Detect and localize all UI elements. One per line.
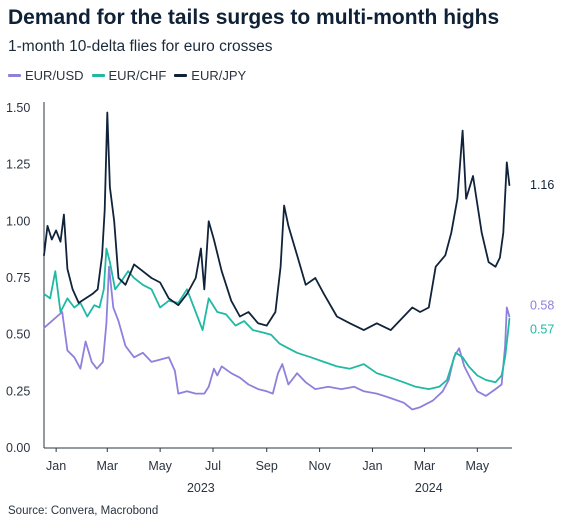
legend-item-eurusd: EUR/USD (8, 68, 84, 83)
x-tick-label: Jan (46, 459, 66, 473)
y-tick-label: 1.25 (6, 158, 30, 172)
legend-item-eurjpy: EUR/JPY (174, 68, 246, 83)
series-line-eurjpy (43, 111, 511, 332)
x-tick-label: Jul (205, 459, 221, 473)
legend-item-eurchf: EUR/CHF (91, 68, 167, 83)
chart-subtitle: 1-month 10-delta flies for euro crosses (8, 38, 273, 55)
x-tick-label: May (466, 459, 490, 473)
chart-legend: EUR/USD EUR/CHF EUR/JPY (8, 68, 246, 83)
series-line-eurusd (43, 265, 511, 411)
legend-label-eurjpy: EUR/JPY (191, 68, 247, 83)
end-value-label-eurjpy: 1.16 (530, 178, 554, 192)
y-tick-label: 0.00 (6, 441, 30, 455)
legend-label-eurusd: EUR/USD (25, 68, 84, 83)
legend-label-eurchf: EUR/CHF (108, 68, 167, 83)
legend-swatch-eurchf (91, 74, 105, 77)
x-tick-label: May (148, 459, 172, 473)
y-tick-label: 0.50 (6, 328, 30, 342)
legend-swatch-eurusd (8, 74, 21, 77)
x-tick-label: Jan (362, 459, 382, 473)
x-tick-label: Mar (97, 459, 119, 473)
y-tick-label: 0.75 (6, 271, 30, 285)
x-year-label: 2024 (415, 481, 443, 495)
chart-source: Source: Convera, Macrobond (8, 505, 159, 517)
y-tick-label: 1.00 (6, 214, 30, 228)
series-line-eurchf (43, 247, 511, 391)
legend-swatch-eurjpy (174, 74, 188, 77)
x-year-label: 2023 (187, 481, 215, 495)
y-tick-label: 0.25 (6, 384, 30, 398)
x-tick-label: Mar (414, 459, 436, 473)
x-tick-label: Sep (256, 459, 278, 473)
end-value-label-eurusd: 0.58 (530, 299, 554, 313)
x-tick-label: Nov (308, 459, 331, 473)
y-tick-label: 1.50 (6, 101, 30, 115)
chart-title: Demand for the tails surges to multi-mon… (8, 6, 500, 29)
end-value-label-eurchf: 0.57 (530, 323, 554, 337)
